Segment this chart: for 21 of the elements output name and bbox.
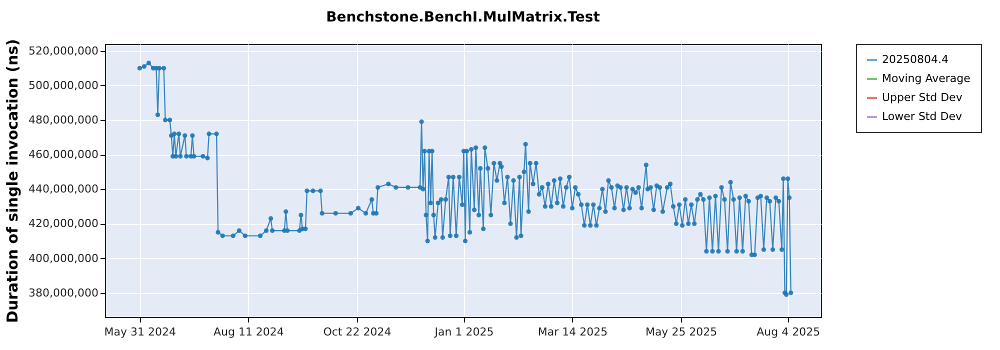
legend-label: 20250804.4 bbox=[882, 53, 948, 66]
y-axis-title: Duration of single invocation (ns) bbox=[4, 39, 22, 323]
legend-label: Upper Std Dev bbox=[882, 91, 963, 104]
legend-label: Moving Average bbox=[882, 72, 971, 85]
y-tick-label: 520,000,000 bbox=[28, 44, 98, 58]
x-tick-label: Aug 4 2025 bbox=[756, 326, 820, 338]
y-tick-label: 380,000,000 bbox=[28, 286, 98, 300]
y-tick-label: 480,000,000 bbox=[28, 114, 98, 127]
x-tick-label: Mar 14 2025 bbox=[538, 326, 608, 338]
y-tick-label: 440,000,000 bbox=[28, 182, 98, 196]
y-tick-label: 460,000,000 bbox=[28, 148, 98, 162]
x-tick-label: May 31 2024 bbox=[104, 326, 176, 338]
x-tick-label: May 25 2025 bbox=[645, 326, 718, 338]
x-tick-label: Oct 22 2024 bbox=[323, 326, 392, 338]
y-tick-label: 500,000,000 bbox=[28, 78, 98, 92]
x-tick-label: Jan 1 2025 bbox=[434, 326, 494, 338]
legend-label: Lower Std Dev bbox=[882, 110, 962, 123]
x-tick-label: Aug 11 2024 bbox=[213, 326, 284, 338]
chart-title: Benchstone.BenchI.MulMatrix.Test bbox=[326, 10, 600, 26]
y-tick-label: 400,000,000 bbox=[28, 252, 98, 265]
y-tick-label: 420,000,000 bbox=[28, 217, 98, 230]
